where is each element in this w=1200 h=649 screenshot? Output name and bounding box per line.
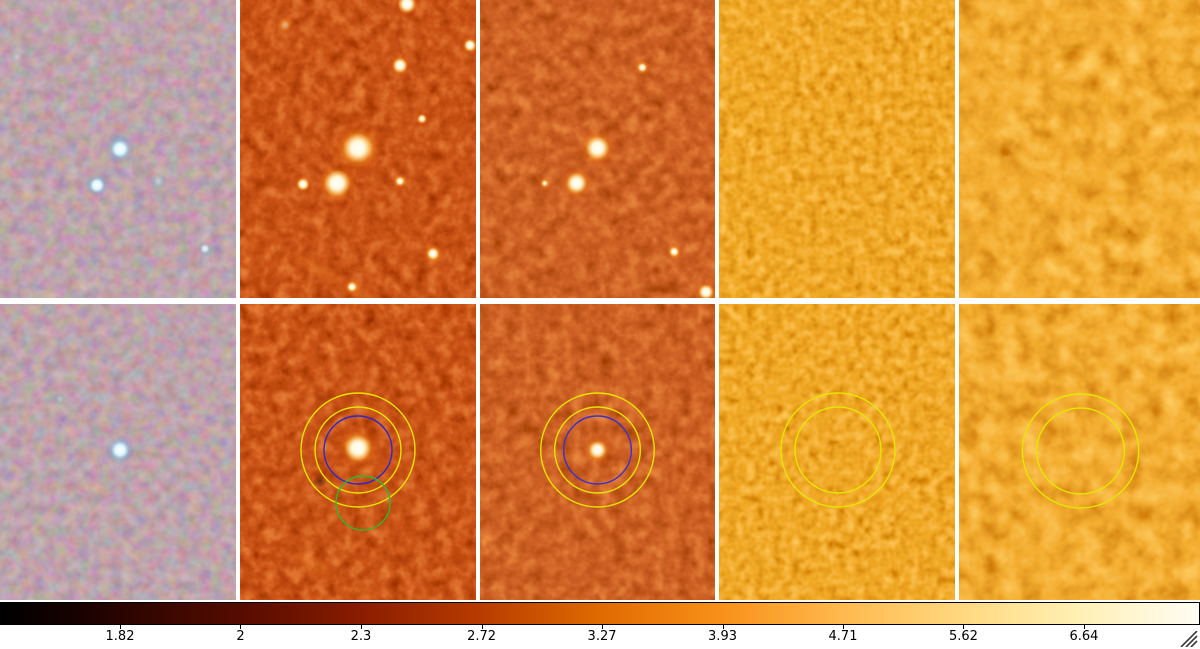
star-core bbox=[427, 247, 439, 260]
colorbar-tick bbox=[120, 625, 121, 629]
star-halo bbox=[149, 172, 167, 191]
background-aperture-circle[interactable] bbox=[335, 475, 391, 531]
colorbar-tick-label: 3.27 bbox=[587, 629, 617, 644]
frame-4b[interactable] bbox=[719, 304, 955, 600]
star-core bbox=[323, 169, 351, 197]
star-core bbox=[111, 139, 129, 159]
aperture-outer-circle[interactable] bbox=[780, 392, 896, 508]
star-core bbox=[392, 57, 408, 73]
star-core bbox=[566, 172, 588, 194]
star-core bbox=[464, 39, 476, 52]
star-core bbox=[541, 180, 548, 187]
colorbar-tick bbox=[360, 625, 362, 629]
star-core bbox=[588, 441, 607, 459]
colorbar-tick bbox=[481, 625, 483, 629]
aperture-outer-circle[interactable] bbox=[1021, 393, 1140, 509]
aperture-outer-circle[interactable] bbox=[540, 392, 655, 508]
star-core bbox=[200, 244, 210, 254]
colorbar-tick-label: 2.3 bbox=[350, 629, 372, 644]
colorbar-tick bbox=[963, 625, 965, 629]
colorbar-tick bbox=[240, 625, 242, 629]
frame-5a[interactable] bbox=[959, 0, 1200, 298]
aperture-inner-circle[interactable] bbox=[794, 406, 882, 494]
colorbar-tick-label: 2 bbox=[236, 629, 245, 644]
frame-5b-canvas[interactable] bbox=[959, 304, 1200, 600]
frame-3b-canvas[interactable] bbox=[480, 304, 715, 600]
source-aperture-circle[interactable] bbox=[323, 415, 393, 485]
aperture-inner-circle[interactable] bbox=[1035, 407, 1126, 495]
frame-2b-canvas[interactable] bbox=[240, 304, 476, 600]
star-core bbox=[111, 441, 129, 459]
heat-image bbox=[959, 304, 1200, 600]
diffuse-streak bbox=[86, 480, 114, 500]
heat-image bbox=[719, 304, 955, 600]
star-core bbox=[417, 114, 427, 124]
frame-2a[interactable] bbox=[240, 0, 476, 298]
colorbar-tick-label: 1.82 bbox=[105, 629, 135, 644]
frame-3a-canvas[interactable] bbox=[480, 0, 715, 298]
dark-spot bbox=[313, 474, 327, 488]
colorbar-tick-label: 2.72 bbox=[467, 629, 497, 644]
star-core bbox=[637, 62, 647, 72]
colorbar-tick bbox=[843, 625, 844, 629]
star-halo bbox=[10, 50, 24, 65]
frame-4b-canvas[interactable] bbox=[719, 304, 955, 600]
aperture-inner-circle[interactable] bbox=[314, 406, 402, 494]
aperture-inner-circle[interactable] bbox=[553, 406, 642, 494]
star-core bbox=[669, 247, 679, 257]
resize-grip-icon[interactable] bbox=[1180, 631, 1198, 647]
source-aperture-circle[interactable] bbox=[562, 415, 633, 485]
diffuse-streak bbox=[278, 544, 346, 584]
star-core bbox=[89, 177, 105, 193]
diffuse-streak bbox=[284, 248, 356, 292]
colorbar-tick-label: 5.62 bbox=[948, 629, 978, 644]
star-core bbox=[297, 178, 309, 191]
star-core bbox=[398, 0, 416, 14]
star-core bbox=[698, 284, 714, 298]
colorbar-tick bbox=[602, 625, 604, 629]
aperture-outer-circle[interactable] bbox=[300, 392, 416, 508]
colorbar-tick bbox=[722, 625, 724, 629]
star-halo bbox=[274, 14, 296, 37]
frame-5b[interactable] bbox=[959, 304, 1200, 600]
frame-4a-canvas[interactable] bbox=[719, 0, 955, 298]
diffuse-streak bbox=[328, 580, 388, 600]
frame-2a-canvas[interactable] bbox=[240, 0, 476, 298]
star-core bbox=[395, 176, 405, 186]
frame-5a-canvas[interactable] bbox=[959, 0, 1200, 298]
star-core bbox=[343, 132, 373, 164]
star-core bbox=[585, 135, 610, 161]
star-halo bbox=[54, 393, 66, 405]
colorbar-tick-label: 4.71 bbox=[828, 629, 858, 644]
frame-1b[interactable] bbox=[0, 304, 236, 600]
frame-2b[interactable] bbox=[240, 304, 476, 600]
frame-4a[interactable] bbox=[719, 0, 955, 298]
colorbar-tick-label: 6.64 bbox=[1069, 629, 1099, 644]
frame-3b[interactable] bbox=[480, 304, 715, 600]
star-core bbox=[344, 434, 372, 462]
frame-1a[interactable] bbox=[0, 0, 236, 298]
colorbar[interactable] bbox=[0, 602, 1200, 625]
frame-1b-canvas[interactable] bbox=[0, 304, 236, 600]
heat-image bbox=[719, 0, 955, 298]
frame-1a-canvas[interactable] bbox=[0, 0, 236, 298]
frame-3a[interactable] bbox=[480, 0, 715, 298]
star-core bbox=[347, 282, 357, 292]
colorbar-scale: 1.82 2 2.3 2.72 3.27 3.93 4.71 5.62 6.64 bbox=[0, 625, 1200, 649]
colorbar-tick-label: 3.93 bbox=[708, 629, 737, 644]
heat-image bbox=[959, 0, 1200, 298]
colorbar-tick bbox=[1083, 625, 1085, 629]
